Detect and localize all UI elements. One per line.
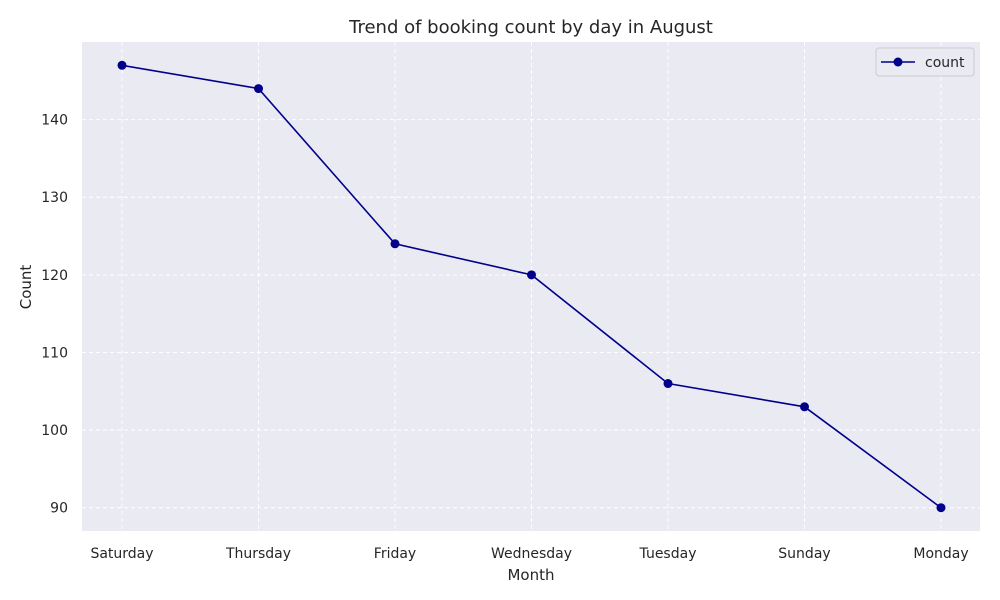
x-tick-label: Sunday [778,546,830,562]
x-tick-label: Wednesday [491,546,572,562]
legend: count [875,47,975,77]
data-point [800,402,809,412]
y-tick-label: 140 [41,113,68,129]
x-tick-label: Saturday [90,546,153,562]
chart-title: Trend of booking count by day in August [348,17,713,38]
y-axis-label: Count [17,265,35,310]
legend-marker-swatch [893,57,903,67]
y-tick-label: 130 [41,190,68,206]
data-points [117,60,946,513]
x-tick-labels: Saturday Thursday Friday Wednesday Tuesday Su… [90,546,968,562]
legend-label: count [925,55,965,71]
data-point [117,60,127,70]
data-point [936,503,946,513]
y-tick-labels: 90 100 110 120 130 140 [41,113,68,517]
grid-lines [82,42,980,531]
data-point [663,379,673,389]
x-tick-label: Friday [374,546,416,562]
data-point [390,239,400,249]
x-tick-label: Tuesday [639,546,697,562]
legend-box [875,47,975,77]
y-tick-label: 120 [41,268,68,284]
y-tick-label: 90 [50,501,68,517]
x-axis-label: Month [507,566,554,584]
data-point [527,270,536,280]
x-tick-label: Monday [913,546,968,562]
x-tick-label: Thursday [225,546,291,562]
y-tick-label: 110 [41,345,68,361]
y-tick-label: 100 [41,423,68,439]
data-point [254,84,263,94]
